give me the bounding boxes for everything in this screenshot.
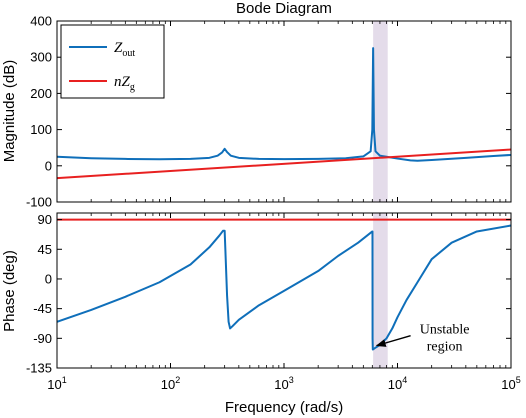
- y-tick-label-phase: 45: [38, 242, 52, 257]
- y-tick-label-magnitude: 100: [30, 122, 52, 137]
- annotation-layer: Unstable region: [375, 323, 470, 355]
- chart-title: Bode Diagram: [236, 0, 332, 17]
- y-tick-label-phase: -135: [26, 361, 52, 376]
- annotation-arrow: [375, 335, 411, 347]
- legend: Zout nZg: [60, 24, 165, 99]
- series-layer: [57, 47, 511, 351]
- highlight-band-layer: [373, 21, 388, 368]
- series-line-nZg-magnitude: [57, 148, 511, 180]
- highlight-band-magnitude: [373, 21, 388, 202]
- x-tick-label: 101: [47, 375, 66, 392]
- y-tick-label-magnitude: 400: [30, 14, 52, 29]
- y-tick-label-phase: -90: [33, 331, 52, 346]
- y-tick-label-magnitude: -100: [26, 195, 52, 210]
- x-tick-label: 104: [388, 375, 407, 392]
- y-tick-label-phase: -45: [33, 301, 52, 316]
- y-tick-label-magnitude: 300: [30, 50, 52, 65]
- annotation-text: Unstable: [420, 323, 470, 338]
- legend-label-nZg: nZg: [114, 74, 135, 93]
- legend-box: [60, 24, 165, 99]
- y-tick-label-magnitude: 0: [45, 158, 52, 173]
- axes-layer: -100 0 100 200 300 400 -135 -90 -45 0 45 90 101 102 10…: [26, 14, 521, 393]
- x-tick-label: 105: [501, 375, 520, 392]
- x-tick-label: 103: [274, 375, 293, 392]
- y-axis-label-magnitude: Magnitude (dB): [1, 60, 18, 163]
- x-axis-label: Frequency (rad/s): [225, 399, 343, 416]
- series-line-Zout-magnitude: [57, 47, 511, 162]
- annotation-text: region: [427, 340, 463, 355]
- series-line-Zout-phase: [57, 224, 511, 351]
- x-tick-label: 102: [161, 375, 180, 392]
- y-tick-label-magnitude: 200: [30, 86, 52, 101]
- y-tick-label-phase: 90: [38, 212, 52, 227]
- y-axis-label-phase: Phase (deg): [1, 250, 18, 332]
- y-tick-label-phase: 0: [45, 271, 52, 286]
- legend-label-Zout: Zout: [114, 40, 135, 59]
- highlight-band-phase: [373, 213, 388, 368]
